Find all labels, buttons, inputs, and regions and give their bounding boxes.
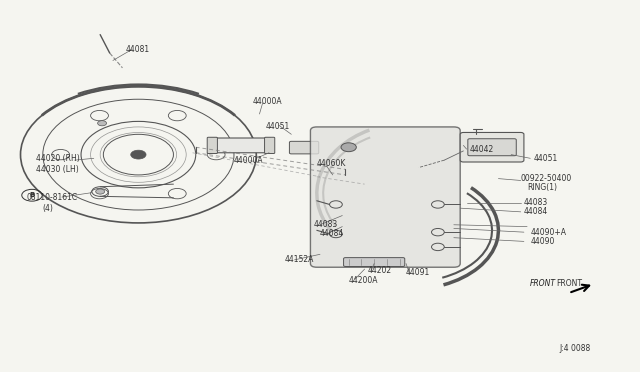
Text: 44202: 44202 — [368, 266, 392, 275]
Text: 44083: 44083 — [314, 220, 338, 229]
Text: 44051: 44051 — [534, 154, 557, 163]
FancyBboxPatch shape — [264, 137, 275, 154]
Text: 00922-50400: 00922-50400 — [521, 174, 572, 183]
Text: 44152A: 44152A — [285, 255, 314, 264]
Text: 44200A: 44200A — [349, 276, 378, 285]
FancyBboxPatch shape — [468, 139, 516, 156]
Text: 44000A: 44000A — [253, 97, 283, 106]
Text: 44091: 44091 — [406, 268, 430, 277]
Text: 44020 (RH): 44020 (RH) — [36, 154, 80, 163]
Text: 44000A: 44000A — [234, 155, 264, 165]
Text: 44084: 44084 — [524, 207, 548, 217]
Text: 44090: 44090 — [531, 237, 555, 246]
Text: 44060K: 44060K — [317, 159, 346, 169]
Text: 44083: 44083 — [524, 198, 548, 207]
Text: J:4 0088: J:4 0088 — [559, 344, 590, 353]
Text: RING(1): RING(1) — [527, 183, 557, 192]
Circle shape — [131, 150, 146, 159]
Text: B: B — [29, 192, 35, 198]
FancyBboxPatch shape — [460, 132, 524, 162]
Circle shape — [98, 121, 106, 126]
Text: (4): (4) — [43, 203, 54, 213]
Text: 44084: 44084 — [320, 230, 344, 238]
FancyBboxPatch shape — [207, 137, 218, 154]
Text: 44051: 44051 — [266, 122, 290, 131]
Circle shape — [341, 143, 356, 152]
Text: 44030 (LH): 44030 (LH) — [36, 165, 79, 174]
Text: FRONT: FRONT — [556, 279, 582, 288]
FancyBboxPatch shape — [209, 138, 272, 153]
Text: 44042: 44042 — [470, 145, 494, 154]
FancyBboxPatch shape — [289, 141, 319, 154]
Circle shape — [96, 189, 104, 194]
Text: 44081: 44081 — [125, 45, 150, 54]
Text: FRONT: FRONT — [530, 279, 556, 288]
FancyBboxPatch shape — [344, 258, 404, 266]
Text: 08110-8161C: 08110-8161C — [27, 193, 78, 202]
FancyBboxPatch shape — [310, 127, 460, 267]
Text: 44090+A: 44090+A — [531, 228, 566, 237]
